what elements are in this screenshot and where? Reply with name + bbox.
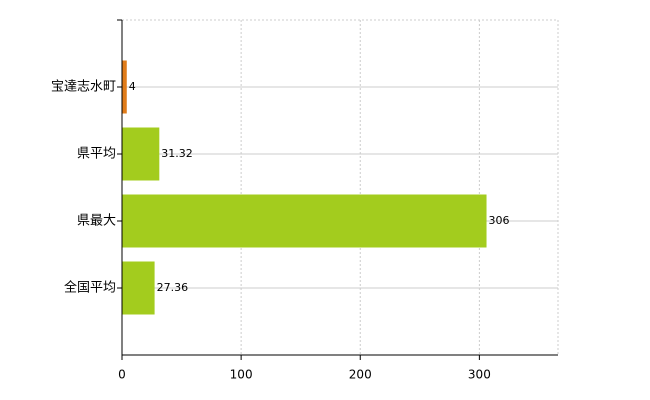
y-tick-label: 全国平均 — [64, 280, 116, 296]
bar — [122, 261, 155, 315]
x-tick-label: 0 — [118, 368, 126, 382]
bar — [122, 194, 487, 248]
x-tick-label: 100 — [230, 368, 253, 382]
x-tick-label: 200 — [349, 368, 372, 382]
y-tick-label: 県平均 — [77, 147, 116, 162]
value-label: 4 — [129, 80, 136, 93]
x-tick-label: 300 — [468, 368, 491, 382]
bar — [122, 60, 127, 114]
bar — [122, 127, 160, 181]
value-label: 27.36 — [157, 281, 189, 294]
value-label: 306 — [489, 214, 510, 227]
y-tick-label: 県最大 — [77, 214, 116, 229]
y-tick-label: 宝達志水町 — [51, 80, 116, 95]
value-label: 31.32 — [161, 147, 193, 160]
